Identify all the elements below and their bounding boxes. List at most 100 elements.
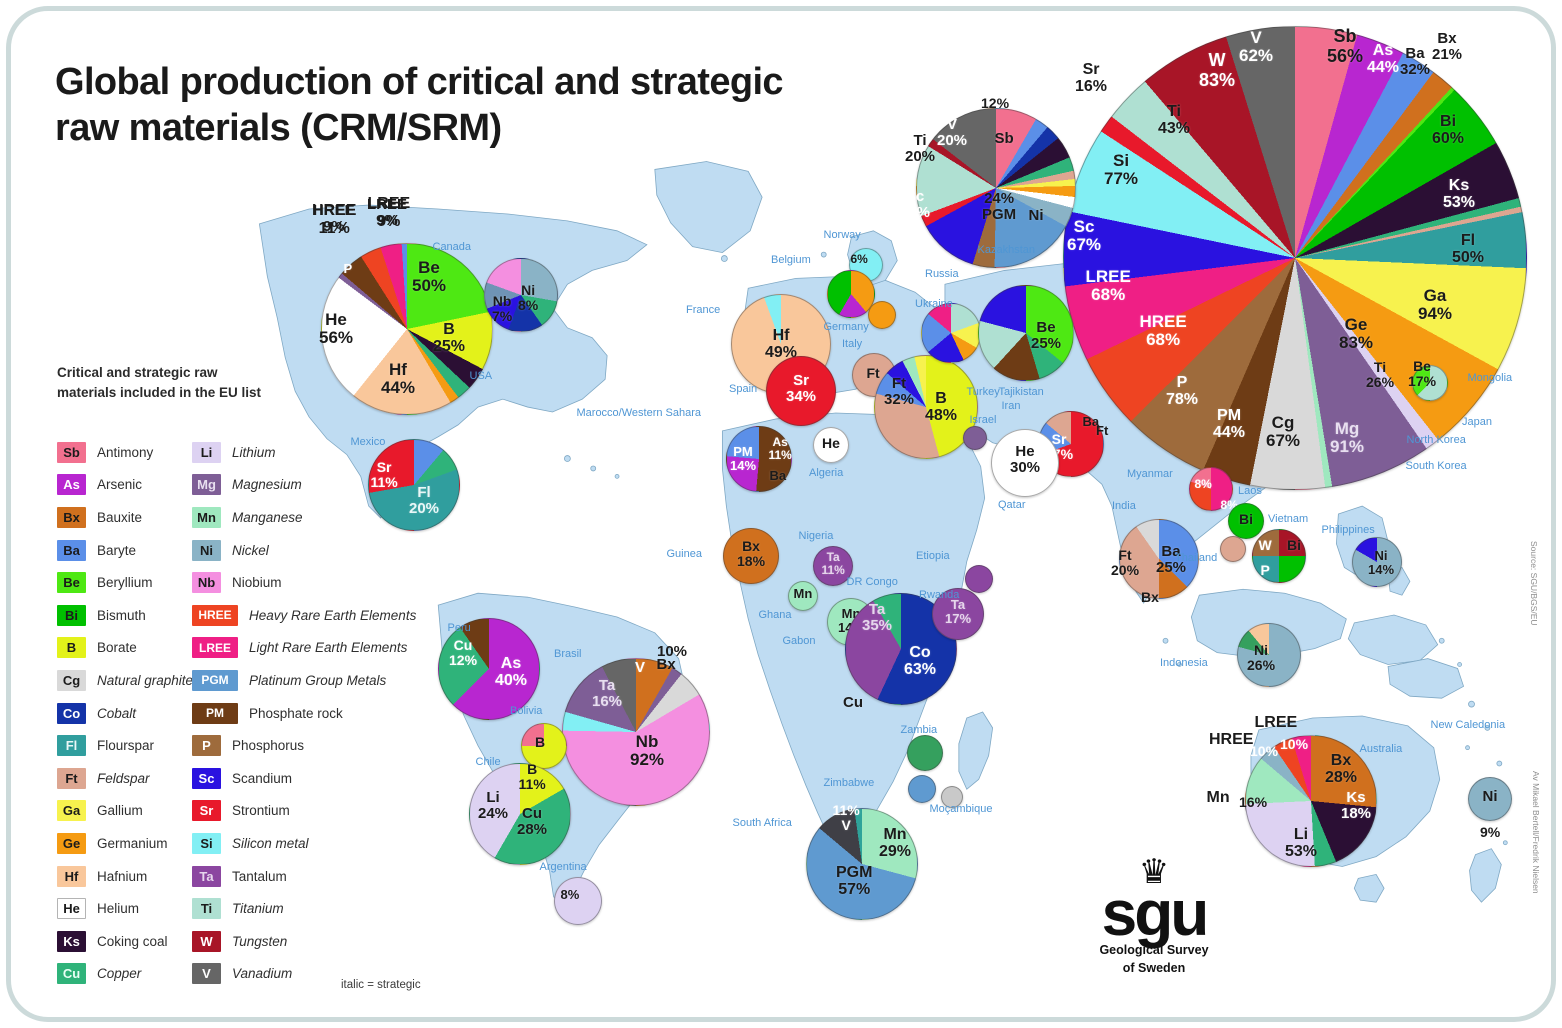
legend-item-ge: Ge Germanium — [57, 827, 193, 860]
outside-label-hree: HREE — [1209, 731, 1254, 748]
legend-label-w: Tungsten — [232, 933, 288, 949]
pie-chart-marocco-western-sahara — [726, 426, 792, 492]
pie-chart-kazakhstan — [978, 285, 1074, 381]
legend-label-nb: Niobium — [232, 575, 282, 591]
legend-label-hree: Heavy Rare Earth Elements — [249, 607, 417, 623]
pie-chart-south-africa — [806, 808, 918, 920]
country-label-nigeria: Nigeria — [798, 529, 834, 542]
pie-chart-mongolia-japan-korea-satellite — [1412, 365, 1448, 401]
legend-item-he: He Helium — [57, 892, 193, 925]
legend-label-he: Helium — [97, 901, 140, 917]
pie-chart-thailand — [1220, 536, 1246, 562]
legend-item-be: Be Beryllium — [57, 566, 193, 599]
legend-label-b: Borate — [97, 640, 137, 656]
country-label-laos: Laos — [1238, 484, 1262, 497]
legend-item-ti: Ti Titanium — [192, 892, 416, 925]
legend-item-ft: Ft Feldspar — [57, 762, 193, 795]
country-label-guinea: Guinea — [666, 547, 702, 560]
legend-label-sc: Scandium — [232, 770, 293, 786]
legend-item-pm: PM Phosphate rock — [192, 697, 416, 730]
pie-chart-india — [1119, 519, 1199, 599]
pie-chart-china — [1063, 26, 1527, 490]
sgu-subtitle-line-2: of Sweden — [1122, 960, 1186, 975]
pie-chart-germany — [868, 301, 896, 329]
legend-label-bx: Bauxite — [97, 509, 143, 525]
country-label-usa: USA — [469, 369, 493, 382]
country-label-north-korea: North Korea — [1406, 433, 1466, 446]
legend-heading: Critical and strategic raw materials inc… — [57, 365, 262, 400]
pie-chart-nigeria — [813, 546, 853, 586]
legend-label-v: Vanadium — [232, 966, 293, 982]
legend-label-ks: Coking coal — [97, 933, 168, 949]
legend-label-lree: Light Rare Earth Elements — [249, 640, 408, 656]
country-label-norway: Norway — [823, 228, 861, 241]
country-label-tajikistan: Tajikistan — [998, 385, 1044, 398]
credit-text: Av Mikael Bertell/Fredrik Nielsen — [1531, 771, 1541, 894]
legend-item-mn: Mn Manganese — [192, 501, 416, 534]
legend-item-v: V Vanadium — [192, 958, 416, 991]
country-label-italy: Italy — [842, 337, 863, 350]
legend-chip-p: P — [192, 735, 221, 757]
outside-label-mn: Mn — [1206, 789, 1230, 806]
legend-label-ft: Feldspar — [97, 770, 150, 786]
country-label-germany: Germany — [823, 320, 869, 333]
legend-chip-as: As — [57, 474, 86, 496]
legend-label-sb: Antimony — [97, 444, 154, 460]
country-label-dr-congo: DR Congo — [846, 575, 898, 588]
pie-chart-laos — [1228, 503, 1264, 539]
legend-chip-ti: Ti — [192, 898, 221, 920]
legend-label-be: Beryllium — [97, 575, 153, 591]
legend-item-nb: Nb Niobium — [192, 566, 416, 599]
legend-chip-ge: Ge — [57, 832, 86, 854]
legend-label-ti: Titanium — [232, 901, 284, 917]
pie-chart-bolivia — [521, 723, 567, 769]
sgu-logo: ♛ sgu Geological Survey of Sweden — [1079, 855, 1229, 976]
country-label-zimbabwe: Zimbabwe — [823, 776, 875, 789]
title-line-1: Global production of critical and strate… — [55, 61, 784, 103]
country-label-marocco-western-sahara: Marocco/Western Sahara — [576, 406, 702, 419]
outside-label-9-: 9% — [1480, 824, 1501, 840]
legend-italic-note: italic = strategic — [341, 979, 421, 991]
legend-label-sr: Strontium — [232, 803, 290, 819]
annotation-12-: 12% — [981, 95, 1010, 111]
legend-chip-bx: Bx — [57, 506, 86, 528]
legend-label-co: Cobalt — [97, 705, 137, 721]
country-label-vietnam: Vietnam — [1268, 512, 1309, 525]
pie-chart-ghana — [788, 581, 818, 611]
legend-item-as: As Arsenic — [57, 469, 193, 502]
sgu-subtitle-line-1: Geological Survey — [1099, 943, 1209, 958]
legend-chip-co: Co — [57, 702, 86, 724]
legend-label-pm: Phosphate rock — [249, 705, 343, 721]
legend-item-p: P Phosphorus — [192, 729, 416, 762]
annotation-10-: 10% — [657, 642, 688, 660]
legend-label-fl: Flourspar — [97, 738, 155, 754]
legend-column-1: Sb Antimony As Arsenic Bx Bauxite Ba Baryte Be Be… — [57, 436, 193, 990]
pie-chart-ukraine — [921, 303, 981, 363]
legend-chip-li: Li — [192, 441, 221, 463]
legend-chip-ga: Ga — [57, 800, 86, 822]
credit-text: Source: SGU/BGS/EU — [1529, 541, 1539, 626]
legend-label-ge: Germanium — [97, 835, 168, 851]
pie-chart-zimbabwe — [908, 775, 936, 803]
legend-label-mn: Manganese — [232, 509, 303, 525]
country-label-israel: Israel — [969, 413, 997, 426]
pie-chart-new-caledonia — [1468, 777, 1512, 821]
pie-chart-argentina — [554, 877, 602, 925]
legend-item-hf: Hf Hafnium — [57, 860, 193, 893]
pie-chart-etiopia — [965, 565, 993, 593]
country-label-south-africa: South Africa — [732, 816, 792, 829]
legend-label-mg: Magnesium — [232, 477, 302, 493]
country-label-etiopia: Etiopia — [916, 549, 950, 562]
legend-chip-ks: Ks — [57, 930, 86, 952]
legend-item-cg: Cg Natural graphite — [57, 664, 193, 697]
country-label-zambia: Zambia — [900, 723, 938, 736]
legend-chip-sb: Sb — [57, 441, 86, 463]
country-label-peru: Peru — [447, 621, 471, 634]
country-label-russia: Russia — [925, 267, 959, 280]
pie-chart-spain — [766, 356, 836, 426]
pie-chart-belgium — [827, 270, 875, 318]
sgu-wordmark: sgu — [1101, 877, 1210, 950]
pie-chart-mo-ambique — [941, 786, 963, 808]
pie-chart-myanmar — [1189, 467, 1233, 511]
country-label-australia: Australia — [1359, 742, 1403, 755]
